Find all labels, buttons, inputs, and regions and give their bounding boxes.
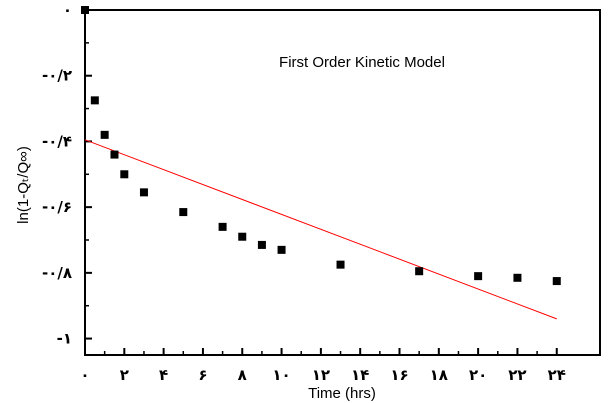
x-tick-label: ۱۰	[272, 366, 290, 384]
y-tick-label: -۰/۶	[42, 198, 72, 216]
x-tick-label: ۰	[80, 366, 89, 384]
data-point	[110, 150, 119, 159]
fit-line	[84, 139, 557, 320]
data-point	[81, 6, 89, 14]
data-point	[257, 240, 266, 249]
data-point	[139, 188, 148, 197]
data-points	[81, 6, 561, 286]
x-tick-label: ۶	[198, 366, 207, 384]
x-tick-label: ۲۲	[508, 366, 526, 384]
data-point	[120, 170, 129, 179]
x-tick-label: ۴	[159, 366, 168, 384]
fit-line-layer	[84, 139, 557, 320]
y-axis-title: ln(1-Qₜ/Q∞)	[15, 146, 32, 224]
x-tick-label: ۲۰	[469, 366, 487, 384]
y-tick-label: -۰/۸	[42, 264, 72, 282]
data-point	[238, 232, 247, 241]
x-tick-label: ۱۴	[351, 366, 369, 384]
y-tick-label: -۱	[57, 330, 72, 348]
plot-area	[84, 9, 601, 356]
data-point	[277, 245, 286, 254]
y-tick-label: ۰	[63, 1, 72, 19]
data-point	[474, 272, 483, 281]
data-point	[179, 208, 188, 217]
x-tick-label: ۸	[238, 366, 247, 384]
plot-frame	[84, 9, 601, 356]
y-tick-label: -۰/۲	[42, 67, 72, 85]
data-point	[100, 130, 109, 139]
x-tick-label: ۱۶	[390, 366, 408, 384]
data-point	[415, 267, 424, 276]
data-point	[218, 222, 227, 231]
x-axis-title: Time (hrs)	[308, 385, 376, 402]
data-point	[513, 273, 522, 282]
x-tick-label: ۲۴	[548, 366, 566, 384]
y-axis-ticks: ۰ -۰/۲ -۰/۴ -۰/۶ -۰/۸ -۱	[42, 1, 92, 348]
data-point	[336, 260, 345, 269]
x-tick-label: ۱۸	[430, 366, 448, 384]
x-tick-label: ۲	[120, 366, 129, 384]
data-point	[90, 96, 99, 105]
x-tick-label: ۱۲	[312, 366, 330, 384]
chart-title: First Order Kinetic Model	[279, 54, 445, 71]
x-axis-ticks: ۰ ۲ ۴ ۶ ۸ ۱۰ ۱۲ ۱۴ ۱۶ ۱۸ ۲۰ ۲۲ ۲۴	[80, 348, 566, 384]
y-tick-label: -۰/۴	[42, 132, 72, 150]
data-point	[552, 277, 561, 286]
